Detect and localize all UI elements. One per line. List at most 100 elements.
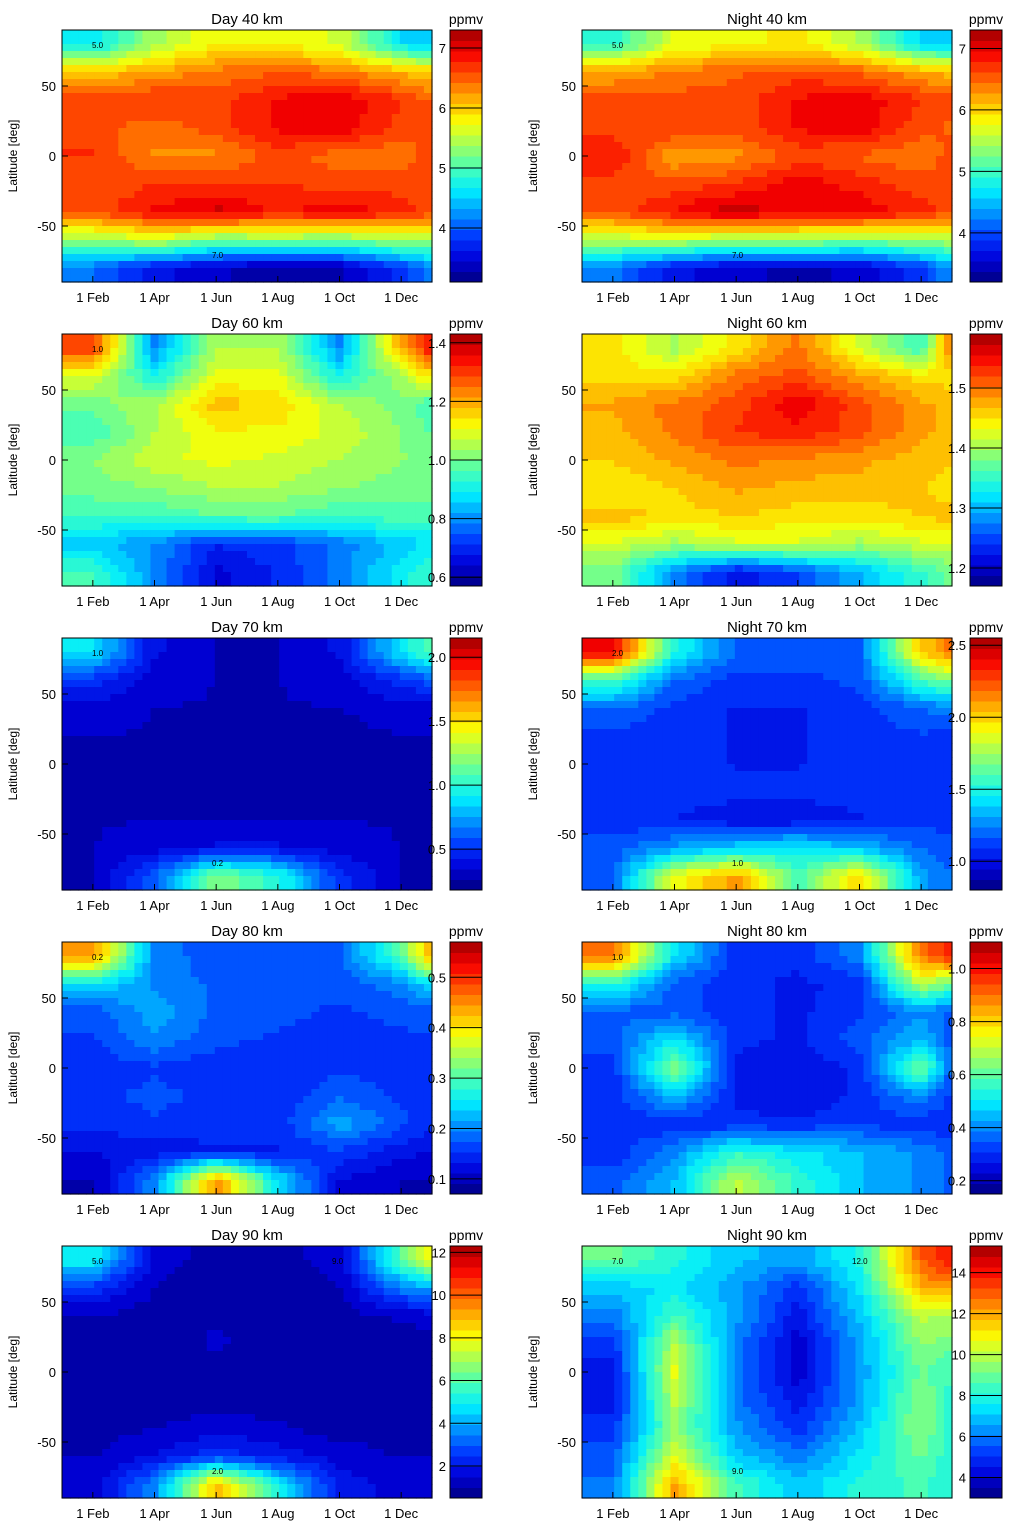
heatmap-cell — [896, 233, 905, 241]
heatmap-cell — [727, 261, 736, 269]
heatmap-cell — [400, 467, 409, 475]
heatmap-cell — [839, 93, 848, 101]
heatmap-cell — [424, 205, 433, 213]
heatmap-cell — [287, 247, 296, 255]
heatmap-cell — [799, 44, 808, 52]
heatmap-cell — [384, 488, 393, 496]
heatmap-cell — [159, 149, 168, 157]
heatmap-cell — [687, 163, 696, 171]
heatmap-cell — [880, 51, 889, 59]
heatmap-cell — [920, 226, 929, 234]
heatmap-cell — [880, 163, 889, 171]
heatmap-cell — [751, 261, 760, 269]
heatmap-cell — [183, 135, 192, 143]
heatmap-cell — [847, 268, 856, 276]
heatmap-cell — [872, 198, 881, 206]
heatmap-cell — [864, 142, 873, 150]
heatmap-cell — [376, 446, 385, 454]
heatmap-cell — [392, 544, 401, 552]
heatmap-cell — [368, 37, 377, 45]
heatmap-cell — [424, 495, 433, 503]
heatmap-cell — [711, 51, 720, 59]
heatmap-cell — [207, 551, 216, 559]
heatmap-cell — [703, 79, 712, 87]
heatmap-cell — [175, 219, 184, 227]
heatmap-cell — [392, 495, 401, 503]
heatmap-cell — [392, 142, 401, 150]
heatmap-cell — [102, 432, 111, 440]
heatmap-cell — [622, 240, 631, 248]
heatmap-cell — [392, 51, 401, 59]
heatmap-cell — [231, 114, 240, 122]
heatmap-cell — [384, 86, 393, 94]
heatmap-cell — [78, 425, 87, 433]
heatmap-cell — [368, 516, 377, 524]
heatmap-cell — [839, 86, 848, 94]
heatmap-cell — [831, 261, 840, 269]
heatmap-cell — [598, 149, 607, 157]
heatmap-cell — [751, 107, 760, 115]
heatmap-cell — [791, 205, 800, 213]
heatmap-cell — [271, 219, 280, 227]
heatmap-cell — [239, 191, 248, 199]
heatmap-cell — [400, 502, 409, 510]
heatmap-cell — [223, 411, 232, 419]
heatmap-cell — [424, 142, 433, 150]
heatmap-cell — [199, 334, 208, 342]
heatmap-cell — [352, 411, 361, 419]
heatmap-cell — [687, 121, 696, 129]
heatmap-cell — [408, 446, 417, 454]
heatmap-cell — [384, 474, 393, 482]
heatmap-cell — [263, 247, 272, 255]
heatmap-cell — [344, 348, 353, 356]
heatmap-cell — [622, 247, 631, 255]
heatmap-cell — [360, 219, 369, 227]
heatmap-cell — [775, 93, 784, 101]
heatmap-cell — [920, 184, 929, 192]
heatmap-cell — [775, 128, 784, 136]
heatmap-cell — [207, 51, 216, 59]
heatmap-cell — [263, 460, 272, 468]
heatmap-cell — [159, 184, 168, 192]
heatmap-cell — [847, 275, 856, 283]
heatmap-cell — [102, 439, 111, 447]
heatmap-cell — [183, 177, 192, 185]
heatmap-cell — [695, 212, 704, 220]
heatmap-cell — [807, 212, 816, 220]
heatmap-cell — [598, 275, 607, 283]
heatmap-cell — [416, 37, 425, 45]
heatmap-cell — [134, 240, 143, 248]
heatmap-cell — [335, 565, 344, 573]
heatmap-cell — [231, 397, 240, 405]
heatmap-cell — [767, 198, 776, 206]
heatmap-cell — [376, 135, 385, 143]
heatmap-cell — [368, 334, 377, 342]
heatmap-cell — [142, 177, 151, 185]
heatmap-cell — [670, 240, 679, 248]
heatmap-cell — [94, 453, 103, 461]
heatmap-cell — [912, 184, 921, 192]
heatmap-cell — [670, 198, 679, 206]
heatmap-cell — [360, 128, 369, 136]
heatmap-cell — [727, 79, 736, 87]
heatmap-cell — [839, 121, 848, 129]
heatmap-cell — [303, 537, 312, 545]
heatmap-cell — [183, 474, 192, 482]
heatmap-cell — [319, 481, 328, 489]
heatmap-cell — [783, 205, 792, 213]
heatmap-cell — [839, 170, 848, 178]
heatmap-cell — [271, 198, 280, 206]
heatmap-cell — [159, 523, 168, 531]
heatmap-cell — [368, 376, 377, 384]
heatmap-cell — [662, 65, 671, 73]
heatmap-cell — [839, 212, 848, 220]
heatmap-cell — [679, 107, 688, 115]
heatmap-cell — [408, 142, 417, 150]
heatmap-cell — [896, 100, 905, 108]
heatmap-cell — [670, 205, 679, 213]
heatmap-cell — [175, 446, 184, 454]
heatmap-cell — [335, 355, 344, 363]
heatmap-cell — [199, 128, 208, 136]
heatmap-cell — [687, 247, 696, 255]
heatmap-cell — [175, 247, 184, 255]
